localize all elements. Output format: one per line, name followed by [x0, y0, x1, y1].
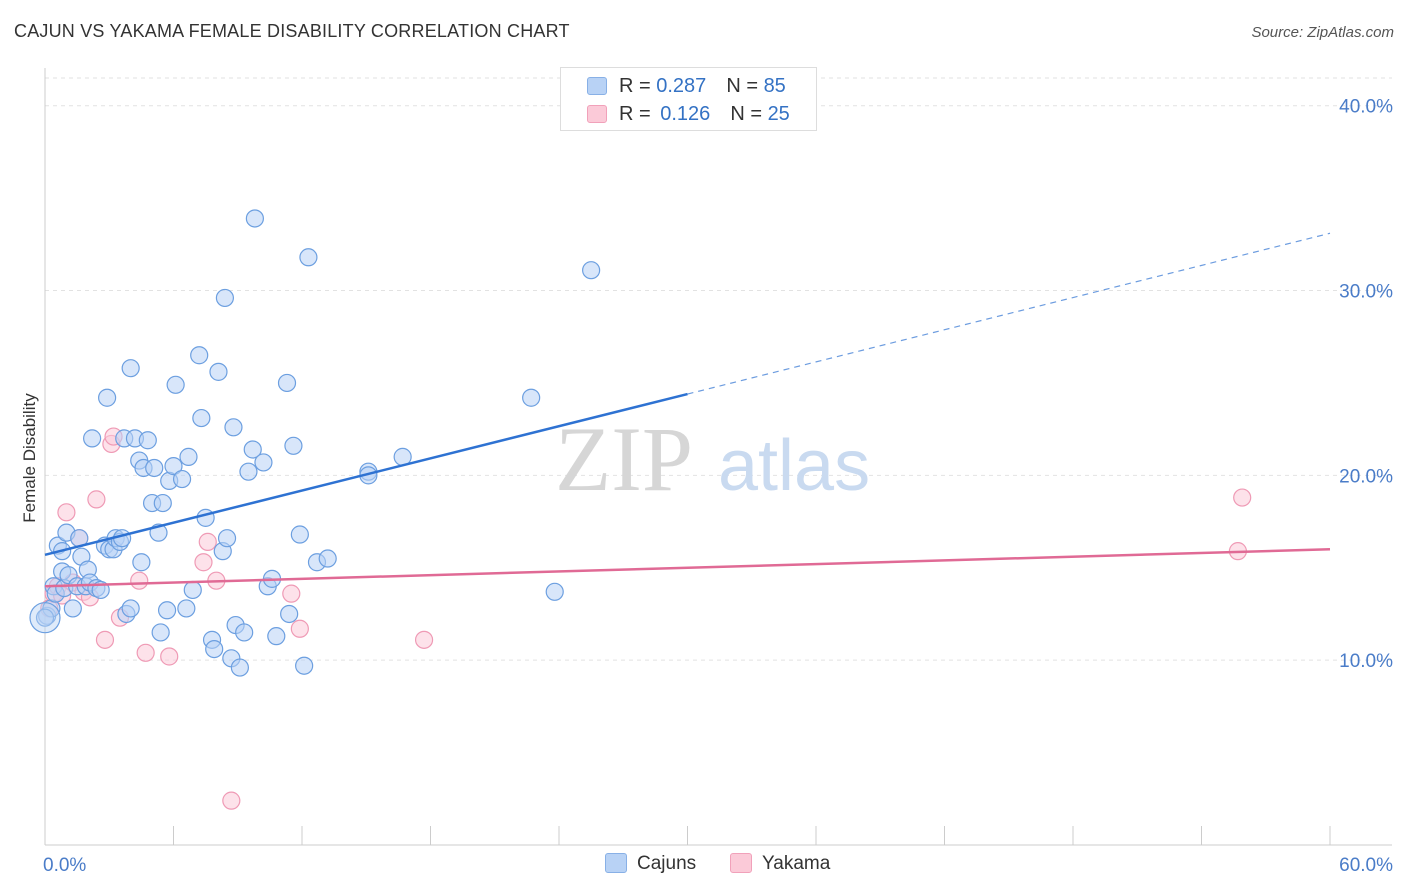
scatter-point: [138, 431, 157, 450]
chart-title: CAJUN VS YAKAMA FEMALE DISABILITY CORREL…: [14, 21, 570, 41]
scatter-point: [299, 248, 318, 267]
source-label: Source: ZipAtlas.com: [1251, 24, 1394, 41]
scatter-point: [194, 553, 213, 572]
axes: [44, 68, 1392, 846]
scatter-point: [414, 630, 434, 649]
cajuns-legend-icon: [605, 853, 627, 873]
scatter-point: [545, 582, 564, 601]
bottom-legend-cajuns: Cajuns: [605, 852, 696, 876]
scatter-point: [280, 604, 299, 624]
legend-n-value: 85: [763, 75, 786, 97]
cajuns-swatch-icon: [587, 77, 607, 95]
trend-lines: [44, 232, 1331, 588]
scatter-point: [177, 599, 196, 618]
scatter-point: [145, 458, 164, 478]
scatter-point: [243, 440, 262, 459]
scatter-point: [95, 630, 115, 649]
scatter-point: [290, 619, 309, 638]
scatter-point: [209, 362, 228, 381]
yakama-swatch-icon: [587, 105, 607, 123]
legend-n-value: 25: [767, 103, 790, 125]
watermark-atlas: atlas: [718, 426, 870, 506]
bottom-legend-yakama: Yakama: [730, 852, 830, 876]
scatter-point: [35, 608, 55, 627]
scatter-point: [224, 418, 243, 437]
scatter-point: [1233, 488, 1252, 507]
scatter-point: [295, 656, 314, 675]
scatter-point: [121, 359, 140, 378]
scatter-point: [192, 408, 211, 428]
legend-n-label: N =: [730, 103, 762, 125]
scatter-point: [151, 623, 170, 642]
watermark-zip: ZIP: [555, 408, 693, 510]
legend-r-label: R =: [619, 103, 651, 125]
scatter-point: [245, 209, 264, 228]
legend-r-label: R =: [619, 75, 651, 97]
legend-row-cajuns: R = 0.287 N = 85: [587, 74, 786, 98]
cajuns-trend-line: [44, 392, 688, 557]
legend-cajuns-label: Cajuns: [637, 853, 697, 874]
scatter-point: [215, 288, 234, 308]
x-tick-label: 60.0%: [1339, 855, 1393, 876]
scatter-point: [318, 549, 337, 568]
scatter-point: [284, 436, 303, 455]
stats-legend: R = 0.287 N = 85 R = 0.126 N = 25: [560, 67, 817, 131]
scatter-point: [222, 791, 241, 810]
y-tick-label: 30.0%: [1339, 282, 1393, 303]
scatter-point: [205, 639, 224, 659]
scatter-point: [160, 647, 179, 666]
scatter-point: [230, 658, 249, 677]
legend-row-yakama: R = 0.126 N = 25: [587, 102, 790, 126]
scatter-point: [179, 447, 198, 466]
y-tick-label: 20.0%: [1339, 466, 1393, 487]
watermark: ZIP atlas: [555, 408, 870, 510]
scatter-point: [217, 529, 237, 548]
scatter-point: [282, 584, 301, 603]
scatter-point-large: [29, 602, 61, 634]
scatter-point: [121, 599, 140, 618]
scatter-point: [198, 532, 217, 551]
legend-n-label: N =: [726, 75, 758, 97]
tick-labels: 10.0% 20.0% 30.0% 40.0% 0.0% 60.0%: [43, 97, 1393, 876]
scatter-point: [164, 457, 183, 476]
scatter-point: [87, 490, 106, 509]
scatter-point: [166, 375, 185, 394]
scatter-point: [157, 601, 177, 620]
scatter-point: [267, 627, 286, 646]
scatter-point: [83, 429, 102, 448]
cajuns-trend-extension: [687, 232, 1331, 395]
x-tick-label: 0.0%: [43, 855, 86, 876]
series-cajuns-points: [29, 209, 601, 677]
scatter-point: [239, 462, 258, 481]
scatter-point: [235, 623, 254, 642]
y-tick-label: 10.0%: [1339, 651, 1393, 672]
legend-r-value: 0.126: [660, 103, 711, 125]
yakama-legend-icon: [730, 853, 752, 873]
scatter-point: [277, 373, 297, 393]
scatter-point: [130, 571, 149, 590]
scatter-point: [582, 261, 601, 280]
scatter-point: [98, 388, 117, 407]
legend-yakama-label: Yakama: [762, 853, 831, 874]
y-tick-label: 40.0%: [1339, 97, 1393, 118]
scatter-point: [190, 346, 209, 365]
scatter-point: [136, 643, 155, 662]
legend-r-value: 0.287: [656, 75, 707, 97]
scatter-point: [172, 469, 192, 489]
scatter-point: [254, 453, 273, 472]
scatter-point: [153, 493, 172, 513]
grid-lines: [45, 77, 1392, 661]
y-axis-label: Female Disability: [20, 393, 39, 523]
scatter-point: [57, 503, 76, 522]
scatter-point: [132, 553, 151, 572]
scatter-point: [183, 580, 202, 600]
scatter-point: [63, 599, 82, 618]
scatter-point: [522, 388, 541, 407]
yakama-trend-line: [44, 548, 1331, 588]
scatter-point: [290, 525, 309, 544]
